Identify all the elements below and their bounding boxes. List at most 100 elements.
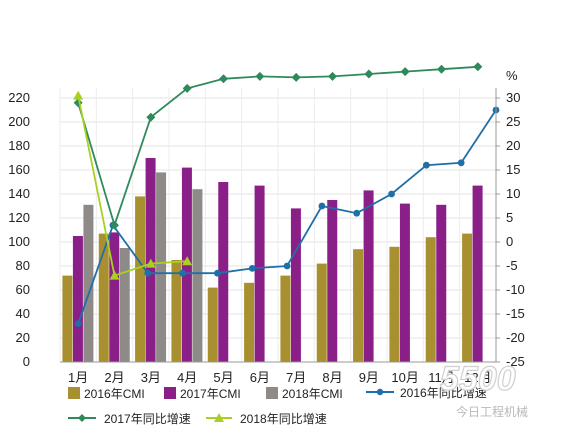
bar-2016-cmi — [316, 263, 327, 362]
bar-2016-cmi — [171, 260, 182, 362]
right-axis-tick-label: -25 — [506, 354, 525, 369]
left-axis-tick-label: 220 — [8, 90, 30, 105]
bar-2016-cmi — [462, 233, 473, 362]
legend-label-2016-growth: 2016年同比增速 — [400, 386, 487, 400]
point-2017-growth — [182, 83, 192, 93]
legend-label-2018-cmi: 2018年CMI — [282, 387, 343, 401]
legend-label-2017-cmi: 2017年CMI — [180, 387, 241, 401]
right-axis-tick-label: 15 — [506, 162, 520, 177]
bar-2016-cmi — [244, 282, 255, 362]
bar-2017-cmi — [363, 190, 374, 362]
point-2017-growth — [400, 67, 410, 77]
x-axis-tick-label: 6月 — [250, 370, 270, 385]
bar-2017-cmi — [472, 185, 483, 362]
bar-2017-cmi — [72, 236, 83, 362]
bar-2017-cmi — [254, 185, 265, 362]
right-axis-tick-label: 10 — [506, 186, 520, 201]
point-2017-growth — [219, 74, 228, 84]
left-axis-tick-label: 0 — [23, 354, 30, 369]
point-2018-growth — [109, 270, 120, 280]
left-axis-tick-label: 20 — [16, 330, 30, 345]
x-axis-tick-label: 1月 — [68, 370, 88, 385]
point-2016-growth — [353, 209, 361, 217]
bar-2016-cmi — [425, 237, 436, 362]
point-2018-growth — [182, 256, 193, 266]
bar-2017-cmi — [399, 203, 410, 362]
point-2017-growth — [473, 62, 483, 72]
bar-2016-cmi — [207, 287, 218, 362]
point-2016-growth — [74, 320, 82, 327]
left-axis-tick-label: 40 — [16, 306, 30, 321]
legend-swatch-2017-cmi — [164, 387, 176, 399]
right-axis-tick-label: 20 — [506, 138, 520, 153]
left-axis-tick-label: 100 — [8, 234, 30, 249]
right-axis-tick-label: 25 — [506, 114, 520, 129]
point-2016-growth — [283, 262, 291, 270]
left-axis-tick-label: 180 — [8, 138, 30, 153]
point-2017-growth — [291, 72, 301, 82]
bars — [62, 158, 483, 362]
x-axis-tick-label: 4月 — [177, 370, 197, 385]
point-2016-growth — [457, 159, 465, 167]
left-axis-tick-label: 120 — [8, 210, 30, 225]
legend-label-2018-growth: 2018年同比增速 — [240, 412, 327, 426]
bar-2018-cmi — [119, 248, 130, 362]
right-axis-tick-label: 0 — [506, 234, 513, 249]
point-2016-growth — [388, 190, 395, 198]
x-axis-tick-label: 9月 — [359, 370, 379, 385]
right-axis-tick-label: -5 — [506, 258, 518, 273]
bar-2017-cmi — [436, 204, 447, 362]
x-axis-tick-label: 5月 — [213, 370, 233, 385]
legend-label-2017-growth: 2017年同比增速 — [104, 412, 191, 426]
x-axis-tick-label: 11月 — [428, 370, 455, 385]
point-2016-growth — [179, 269, 187, 277]
watermark-text: 今日工程机械 — [456, 404, 528, 419]
point-2017-growth — [328, 71, 337, 81]
left-axis-tick-label: 160 — [8, 162, 30, 177]
x-axis-tick-label: 3月 — [141, 370, 161, 385]
line-2017-growth — [77, 65, 478, 229]
left-axis-tick-label: 140 — [8, 186, 30, 201]
x-axis-tick-label: 12月 — [464, 370, 491, 385]
bar-2016-cmi — [62, 275, 73, 362]
point-2018-growth — [145, 258, 156, 268]
bar-2016-cmi — [98, 233, 109, 362]
point-2018-growth — [73, 90, 84, 100]
legend-marker-2016-growth — [376, 388, 384, 396]
right-axis-tick-label: -15 — [506, 306, 525, 321]
legend-marker-2018-growth — [214, 413, 224, 422]
right-axis-tick-label: -10 — [506, 282, 525, 297]
bar-2016-cmi — [135, 196, 146, 362]
right-axis-tick-label: 5 — [506, 210, 513, 225]
point-2016-growth — [144, 269, 152, 277]
line-2018-growth — [77, 95, 188, 277]
bar-2017-cmi — [109, 232, 120, 362]
bar-2017-cmi — [327, 200, 338, 362]
x-axis-tick-label: 8月 — [322, 370, 342, 385]
point-2017-growth — [255, 71, 265, 81]
point-2017-growth — [110, 220, 119, 230]
point-2016-growth — [422, 161, 430, 169]
grid — [59, 88, 497, 362]
bar-2016-cmi — [353, 249, 364, 362]
legend: 2016年CMI 2017年CMI 2018年CMI 2016年同比增速 201… — [68, 386, 487, 426]
right-axis-tick-label: -20 — [506, 330, 525, 345]
legend-marker-2017-growth — [78, 414, 86, 422]
point-2016-growth — [318, 202, 326, 210]
axes: 020406080100120140160180200220-25-20-15-… — [8, 88, 525, 385]
legend-swatch-2016-cmi — [68, 387, 80, 399]
right-axis-unit: % — [506, 68, 518, 83]
point-2017-growth — [437, 64, 446, 74]
legend-swatch-2018-cmi — [266, 387, 278, 399]
point-2016-growth — [214, 269, 221, 277]
bar-2018-cmi — [192, 189, 203, 362]
bar-2016-cmi — [280, 275, 291, 362]
x-axis-tick-label: 2月 — [104, 370, 124, 385]
legend-label-2016-cmi: 2016年CMI — [84, 387, 145, 401]
bar-2017-cmi — [290, 208, 301, 362]
bar-2018-cmi — [83, 204, 94, 362]
point-2017-growth — [364, 69, 374, 79]
x-axis-tick-label: 7月 — [286, 370, 306, 385]
point-2016-growth — [248, 265, 256, 272]
